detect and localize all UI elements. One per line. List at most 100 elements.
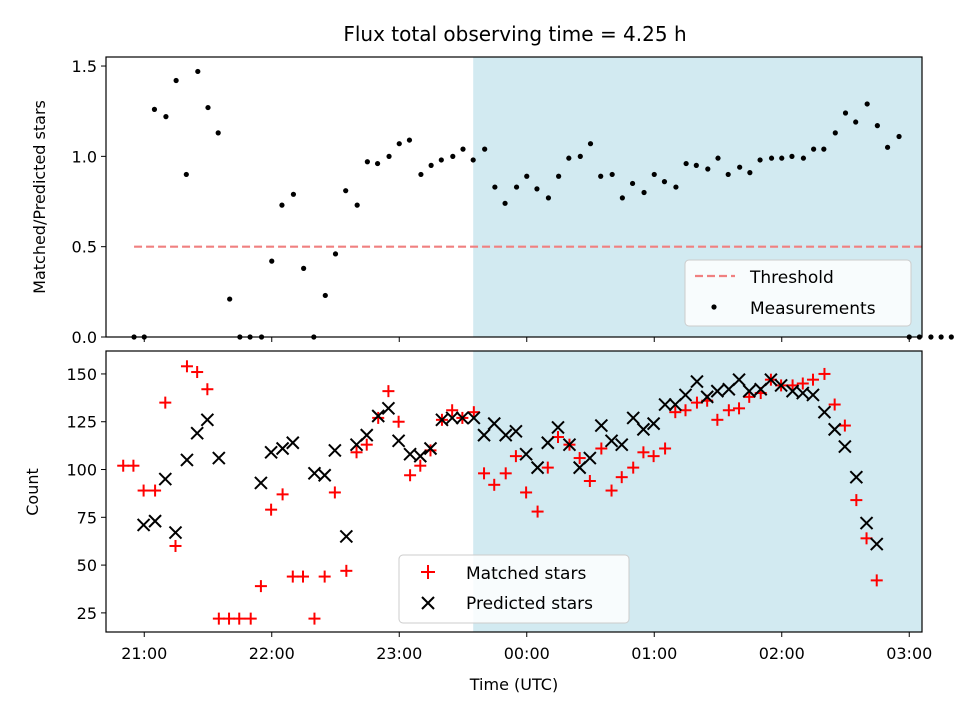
matched-point bbox=[159, 396, 172, 409]
count-panel-legend-box bbox=[398, 554, 630, 624]
matched-point bbox=[806, 373, 819, 386]
predicted-point bbox=[817, 405, 832, 419]
measurement-point bbox=[693, 162, 699, 168]
matched-point bbox=[478, 467, 491, 480]
predicted-point bbox=[658, 397, 672, 412]
matched-point bbox=[414, 459, 427, 472]
measurement-point bbox=[874, 123, 880, 129]
matched-point bbox=[499, 467, 512, 480]
legend-predicted-label: Predicted stars bbox=[466, 594, 593, 614]
y-tick-label: 0.0 bbox=[72, 328, 97, 347]
predicted-point bbox=[838, 439, 852, 454]
measurement-point bbox=[768, 155, 775, 161]
measurement-point bbox=[629, 180, 636, 187]
measurement-point bbox=[513, 184, 520, 190]
matched-point bbox=[286, 570, 299, 583]
measurement-point bbox=[737, 164, 743, 170]
measurement-point bbox=[406, 137, 413, 143]
measurement-point bbox=[428, 162, 434, 168]
measurement-point bbox=[502, 200, 508, 206]
matched-point bbox=[669, 406, 682, 419]
matched-point bbox=[137, 484, 150, 497]
matched-point bbox=[509, 450, 522, 463]
measurement-point bbox=[884, 144, 891, 150]
matched-point bbox=[605, 484, 618, 497]
ratio-panel: 0.0 0.5 1.0 1.5 Matched/Predicted stars Thr… bbox=[30, 56, 954, 347]
measurement-point bbox=[587, 141, 594, 147]
measurement-point bbox=[354, 202, 360, 208]
predicted-point bbox=[870, 537, 884, 551]
predicted-point bbox=[317, 468, 332, 482]
measurement-point bbox=[705, 166, 711, 172]
matched-point bbox=[796, 377, 809, 390]
matched-point bbox=[541, 461, 554, 474]
ratio-panel-legend: Threshold Measurements bbox=[684, 259, 912, 327]
measurement-point bbox=[789, 153, 795, 159]
matched-point bbox=[615, 471, 628, 484]
matched-point bbox=[488, 478, 501, 491]
predicted-point bbox=[328, 443, 342, 458]
predicted-point bbox=[562, 437, 577, 452]
matched-point bbox=[328, 486, 341, 499]
count-panel-marks bbox=[117, 360, 884, 625]
predicted-point bbox=[690, 374, 704, 389]
matched-point bbox=[382, 385, 395, 398]
predicted-point bbox=[615, 437, 629, 452]
y-tick-label: 50 bbox=[77, 556, 97, 575]
predicted-point bbox=[180, 453, 194, 467]
matched-point bbox=[308, 612, 321, 625]
legend-threshold-label: Threshold bbox=[749, 268, 834, 288]
matched-point bbox=[520, 486, 533, 499]
y-tick-label: 1.0 bbox=[72, 147, 97, 166]
predicted-point bbox=[413, 449, 427, 463]
predicted-point bbox=[423, 441, 438, 456]
predicted-point bbox=[391, 434, 406, 448]
predicted-point bbox=[604, 434, 619, 448]
measurement-point bbox=[396, 141, 402, 147]
legend-measurements-swatch bbox=[711, 304, 717, 310]
predicted-point bbox=[519, 447, 533, 461]
measurement-point bbox=[482, 146, 488, 152]
predicted-point bbox=[785, 384, 800, 398]
measurement-point bbox=[227, 296, 233, 302]
matched-point bbox=[828, 398, 841, 411]
matched-point bbox=[392, 415, 405, 428]
matched-point bbox=[573, 452, 586, 465]
ratio-panel-y-label: Matched/Predicted stars bbox=[30, 100, 49, 294]
matched-point bbox=[340, 564, 353, 577]
y-tick-label: 1.5 bbox=[72, 57, 97, 76]
measurement-point bbox=[322, 292, 328, 299]
y-tick-label: 75 bbox=[77, 508, 97, 527]
measurement-point bbox=[460, 146, 466, 152]
matched-point bbox=[233, 612, 246, 625]
measurement-point bbox=[577, 153, 583, 159]
count-panel-legend: Matched stars Predicted stars bbox=[398, 554, 630, 624]
matched-point bbox=[733, 402, 746, 415]
predicted-point bbox=[700, 390, 714, 404]
predicted-point bbox=[168, 525, 183, 540]
measurement-point bbox=[215, 130, 221, 136]
predicted-point bbox=[307, 466, 322, 481]
measurement-point bbox=[556, 173, 562, 179]
x-tick-label: 21:00 bbox=[121, 644, 167, 663]
matched-point bbox=[244, 612, 257, 625]
measurement-point bbox=[641, 189, 647, 196]
measurement-point bbox=[673, 184, 679, 190]
measurement-point bbox=[364, 159, 370, 165]
ratio-panel-x-ticks bbox=[143, 337, 910, 342]
predicted-point bbox=[764, 372, 778, 387]
matched-point bbox=[191, 366, 204, 379]
matched-point bbox=[467, 406, 480, 419]
matched-point bbox=[149, 484, 162, 497]
predicted-point bbox=[626, 411, 640, 425]
ratio-panel-legend-box bbox=[684, 259, 912, 327]
matched-point bbox=[360, 438, 373, 451]
measurement-point bbox=[938, 334, 944, 340]
matched-point bbox=[637, 446, 650, 459]
predicted-point bbox=[509, 424, 523, 438]
predicted-point bbox=[796, 386, 810, 400]
predicted-point bbox=[455, 411, 470, 425]
predicted-point bbox=[477, 428, 491, 442]
count-panel-x-ticks: 21:00 22:00 23:00 00:00 01:00 02:00 03:00 bbox=[121, 632, 932, 663]
matched-point bbox=[838, 419, 851, 432]
